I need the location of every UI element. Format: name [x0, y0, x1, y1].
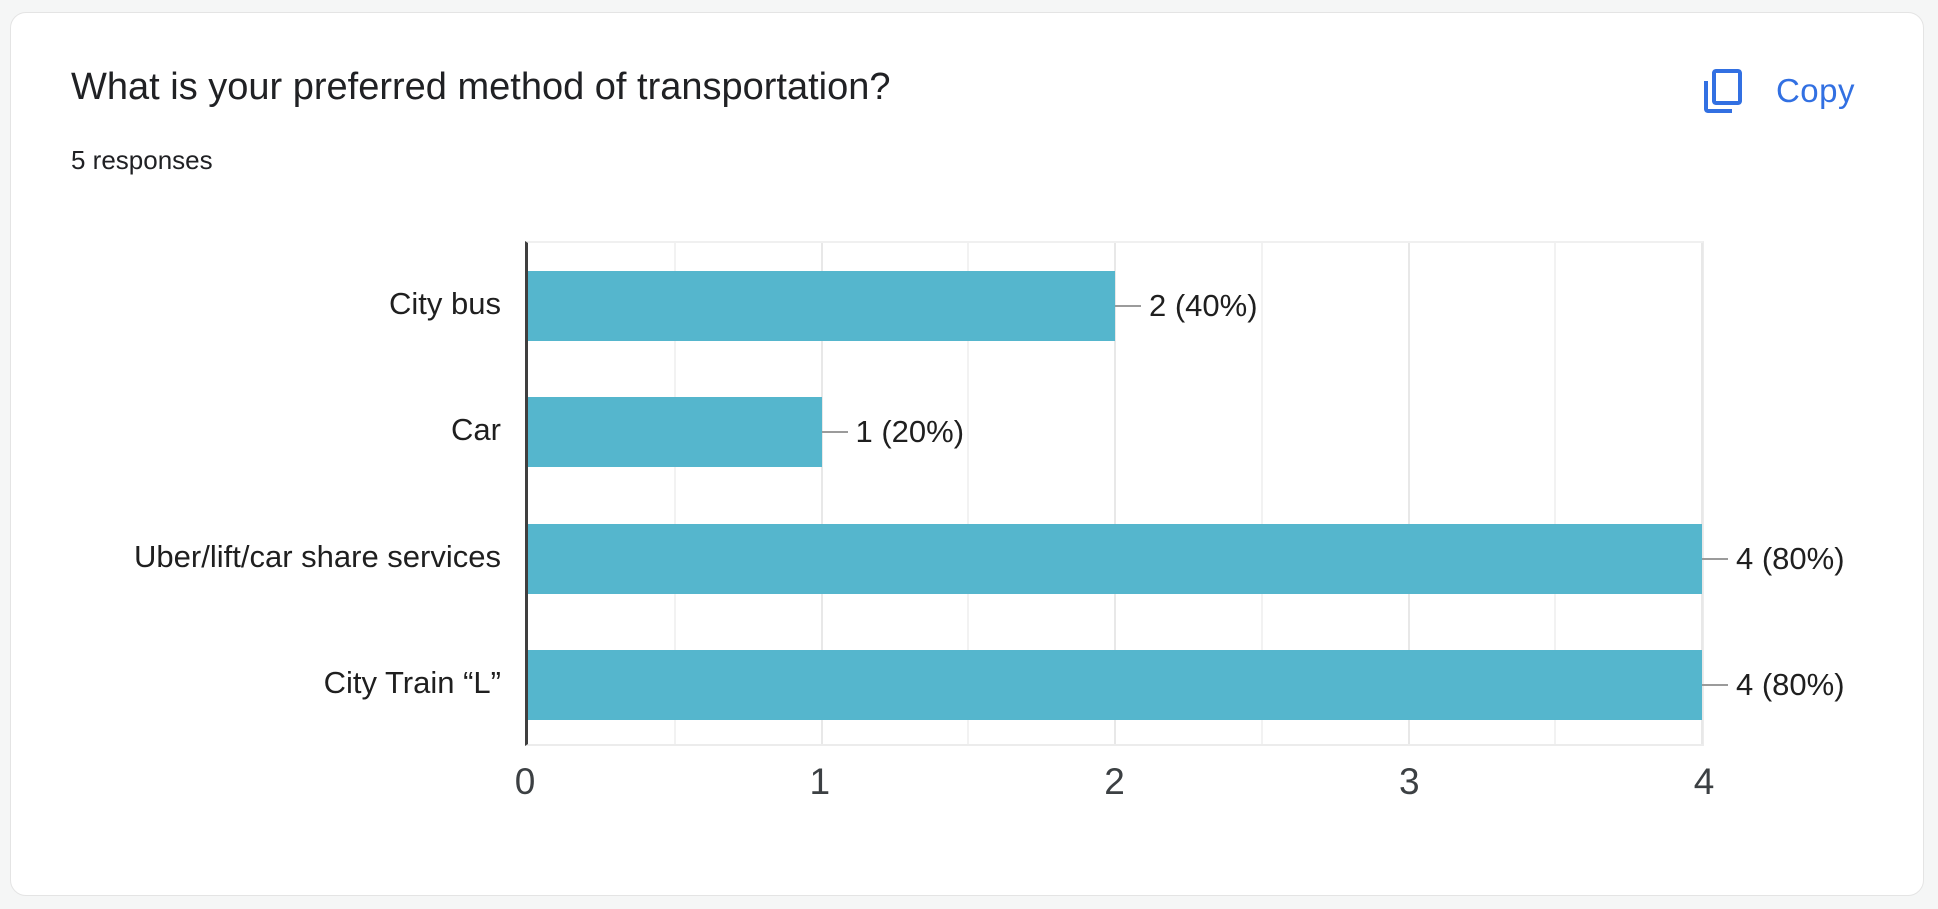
question-card: What is your preferred method of transpo…	[10, 12, 1924, 896]
bar	[528, 271, 1115, 342]
copy-button[interactable]: Copy	[1694, 63, 1861, 119]
gridline	[820, 243, 823, 744]
page-title: What is your preferred method of transpo…	[71, 66, 891, 108]
bar	[528, 523, 1702, 594]
value-label: 2 (40%)	[1149, 288, 1258, 324]
leader-line	[1702, 557, 1728, 560]
gridline	[673, 243, 676, 744]
gridline	[1260, 243, 1263, 744]
gridline	[1701, 243, 1703, 744]
bar	[528, 649, 1702, 720]
bar-chart: 2 (40%) 1 (20%) 4 (80%) 4 (80%) City bus Car…	[11, 13, 1923, 895]
gridline	[1554, 243, 1557, 744]
leader-line	[1702, 683, 1728, 686]
gridline	[967, 243, 970, 744]
category-label: Uber/lift/car share services	[134, 538, 501, 574]
plot-area: 2 (40%) 1 (20%) 4 (80%) 4 (80%)	[525, 241, 1845, 746]
leader-line	[821, 431, 848, 434]
value-label: 4 (80%)	[1736, 540, 1845, 576]
gridline	[1407, 243, 1410, 744]
copy-button-label: Copy	[1775, 72, 1855, 109]
value-label: 4 (80%)	[1736, 666, 1845, 702]
bar	[528, 397, 822, 468]
category-label: City Train “L”	[323, 664, 501, 700]
copy-icon	[1700, 67, 1748, 115]
x-tick-label: 0	[514, 761, 536, 802]
response-count: 5 responses	[71, 145, 213, 175]
value-label: 1 (20%)	[855, 414, 965, 450]
leader-line	[1115, 305, 1141, 308]
x-tick-label: 3	[1398, 761, 1420, 802]
gridline	[1114, 243, 1116, 744]
category-label: Car	[451, 412, 501, 448]
category-label: City bus	[389, 286, 501, 322]
x-tick-label: 1	[809, 761, 831, 802]
x-tick-label: 2	[1104, 761, 1125, 802]
x-tick-label: 4	[1693, 761, 1715, 802]
